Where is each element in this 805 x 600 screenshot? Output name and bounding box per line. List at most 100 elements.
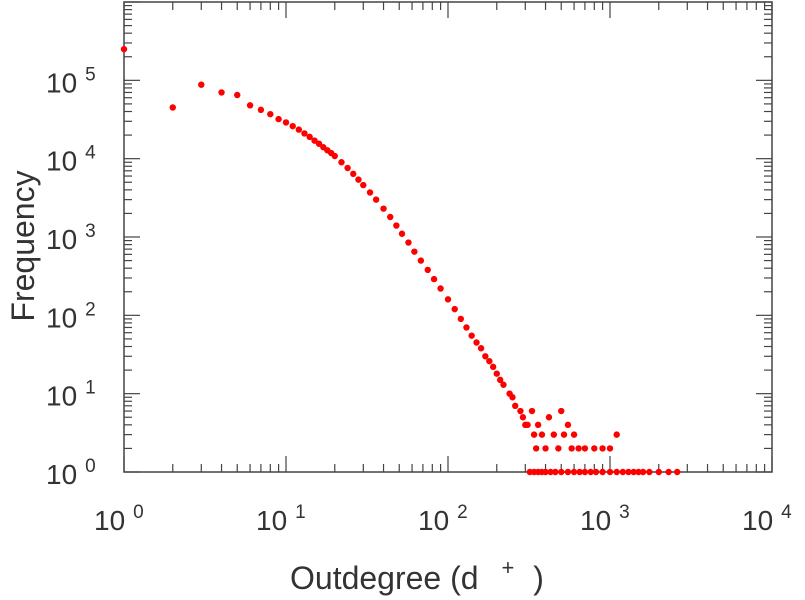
data-point <box>295 126 303 133</box>
data-point <box>552 468 559 476</box>
y-tick-label: 10 5 <box>46 64 96 98</box>
data-point <box>575 445 582 452</box>
x-axis-label-superscript: + <box>501 555 514 580</box>
data-point <box>542 445 549 452</box>
y-tick-exponent: 1 <box>85 378 96 399</box>
axis-ticks <box>123 1 773 473</box>
x-axis-label: Outdegree (d + ) <box>290 546 544 596</box>
data-point <box>289 122 296 130</box>
data-point <box>592 468 600 476</box>
data-point <box>120 45 128 53</box>
data-point <box>417 257 425 264</box>
data-point <box>301 130 308 137</box>
data-point <box>493 370 500 377</box>
data-point <box>560 431 568 438</box>
data-point <box>473 339 480 346</box>
x-tick-base: 10 <box>94 505 125 536</box>
x-tick-exponent: 3 <box>619 502 630 523</box>
x-tick-exponent: 2 <box>457 502 468 523</box>
data-point <box>338 159 345 166</box>
scatter-points <box>120 45 681 476</box>
data-point <box>424 266 431 274</box>
data-point <box>606 445 614 452</box>
x-tick-exponent: 4 <box>781 502 792 523</box>
data-point <box>366 189 374 196</box>
data-point <box>532 445 540 452</box>
x-tick-base: 10 <box>256 505 287 536</box>
data-point <box>218 89 225 96</box>
data-point <box>282 119 290 126</box>
data-point <box>482 353 489 360</box>
y-tick-base: 10 <box>46 146 77 177</box>
data-point <box>558 468 565 476</box>
data-point <box>646 468 653 476</box>
data-point <box>619 468 627 476</box>
data-point <box>674 468 681 476</box>
data-point <box>519 414 527 421</box>
x-tick-label: 10 4 <box>742 502 792 536</box>
data-point <box>555 445 562 452</box>
data-point <box>489 363 497 371</box>
data-point <box>398 230 406 237</box>
data-point <box>275 115 282 123</box>
data-point <box>665 468 672 476</box>
data-point <box>306 133 313 141</box>
data-point <box>550 431 558 438</box>
data-point <box>198 81 205 88</box>
data-point <box>468 332 475 339</box>
data-point <box>331 152 338 160</box>
data-point <box>257 106 265 114</box>
data-point <box>509 394 516 401</box>
data-point <box>542 468 549 476</box>
data-point <box>545 414 553 421</box>
data-point <box>599 445 606 452</box>
data-point <box>517 407 524 415</box>
data-point <box>581 468 589 476</box>
data-point <box>599 468 606 476</box>
data-point <box>534 421 542 429</box>
data-point <box>625 468 632 476</box>
data-point <box>630 468 637 476</box>
y-tick-exponent: 0 <box>85 456 96 477</box>
data-point <box>411 248 418 255</box>
y-tick-label: 10 4 <box>46 143 96 177</box>
data-point <box>581 445 589 452</box>
data-point <box>570 468 578 476</box>
x-tick-exponent: 1 <box>295 502 306 523</box>
data-point <box>655 468 662 476</box>
data-point <box>524 421 531 429</box>
data-point <box>538 431 546 438</box>
data-point <box>463 324 470 331</box>
data-point <box>568 445 575 452</box>
data-point <box>528 407 536 415</box>
y-tick-label: 10 0 <box>46 456 96 490</box>
data-point <box>311 137 318 144</box>
data-point <box>405 239 412 246</box>
data-point <box>393 222 400 229</box>
data-point <box>500 381 507 388</box>
y-tick-exponent: 2 <box>85 299 96 320</box>
x-tick-label: 10 0 <box>94 502 144 536</box>
data-point <box>512 402 519 410</box>
y-tick-base: 10 <box>46 302 77 333</box>
x-axis-label-close: ) <box>533 560 544 596</box>
data-point <box>496 376 504 384</box>
data-point <box>530 431 538 438</box>
x-tick-base: 10 <box>580 505 611 536</box>
data-point <box>635 468 642 476</box>
data-point <box>387 213 394 221</box>
x-tick-label: 10 2 <box>418 502 468 536</box>
data-point <box>444 296 452 303</box>
x-tick-label: 10 1 <box>256 502 306 536</box>
data-point <box>451 305 458 313</box>
y-tick-base: 10 <box>46 381 77 412</box>
data-point <box>486 357 493 365</box>
x-tick-label: 10 3 <box>580 502 630 536</box>
y-tick-label: 10 1 <box>46 378 96 412</box>
y-tick-exponent: 5 <box>85 64 96 85</box>
data-point <box>576 468 583 476</box>
data-point <box>591 445 598 452</box>
x-axis-label-text: Outdegree (d <box>290 560 479 596</box>
data-point <box>437 285 444 292</box>
x-tick-base: 10 <box>742 505 773 536</box>
